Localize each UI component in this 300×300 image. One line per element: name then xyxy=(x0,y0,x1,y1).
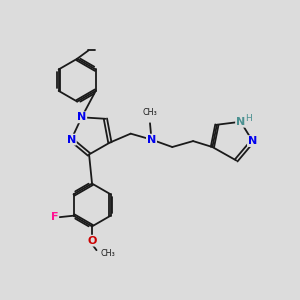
Text: N: N xyxy=(77,112,86,122)
Text: N: N xyxy=(236,117,245,127)
Text: N: N xyxy=(67,135,76,145)
Text: N: N xyxy=(147,135,156,145)
Text: CH₃: CH₃ xyxy=(100,249,115,258)
Text: N: N xyxy=(248,136,257,146)
Text: O: O xyxy=(87,236,97,246)
Text: F: F xyxy=(51,212,58,222)
Text: H: H xyxy=(245,114,252,123)
Text: CH₃: CH₃ xyxy=(142,108,158,117)
